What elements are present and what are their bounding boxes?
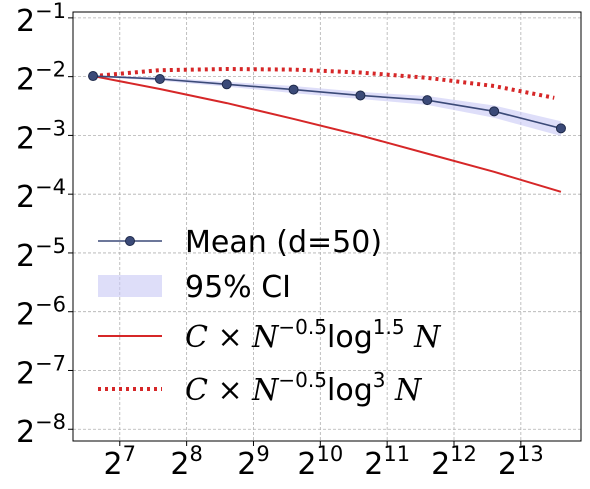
y-tick-label: 2−7 xyxy=(16,351,66,391)
x-tick-label: 28 xyxy=(170,442,202,482)
legend: Mean (d=50) 95% CI C × N−0.5log1.5 N C × N−… xyxy=(98,225,442,408)
plot-frame xyxy=(72,11,582,442)
legend-label-mean: Mean (d=50) xyxy=(185,225,382,260)
series-line-log3 xyxy=(92,67,555,100)
x-tick-label: 210 xyxy=(297,442,343,482)
legend-handle-ci xyxy=(98,275,162,297)
ci-band-area xyxy=(93,75,561,136)
x-tick-label: 212 xyxy=(431,442,477,482)
legend-label-log3: C × N−0.5log3 N xyxy=(185,368,423,408)
mean-point xyxy=(555,123,566,134)
series-line-mean xyxy=(93,75,562,130)
series-lines xyxy=(92,67,562,193)
mean-point xyxy=(489,106,500,117)
series-line-log1.5 xyxy=(92,75,562,193)
mean-point xyxy=(221,79,232,90)
legend-marker-mean xyxy=(125,236,135,246)
y-tick-label: 2−8 xyxy=(16,410,66,450)
y-tick-label: 2−4 xyxy=(16,175,66,215)
legend-label-log1.5: C × N−0.5log1.5 N xyxy=(185,315,442,355)
legend-label-ci: 95% CI xyxy=(185,270,291,305)
mean-point xyxy=(154,73,165,84)
y-tick-label: 2−2 xyxy=(16,58,66,98)
y-tick-label: 2−1 xyxy=(16,0,66,39)
y-tick-label: 2−3 xyxy=(16,116,66,156)
grid xyxy=(73,12,581,441)
x-tick-label: 29 xyxy=(237,442,269,482)
x-tick-label: 27 xyxy=(104,442,136,482)
mean-point xyxy=(88,71,99,82)
series-markers xyxy=(88,71,566,134)
y-tick-label: 2−6 xyxy=(16,293,66,333)
y-tick-label: 2−5 xyxy=(16,234,66,274)
x-tick-label: 211 xyxy=(364,442,410,482)
mean-point xyxy=(422,95,433,106)
y-axis: 2−1 2−2 2−3 2−4 2−5 2−6 2−7 2−8 xyxy=(16,0,73,450)
x-axis: 27 28 29 210 211 212 213 xyxy=(104,441,544,482)
mean-point xyxy=(288,84,299,95)
ci-band xyxy=(93,75,561,136)
mean-point xyxy=(355,90,366,101)
x-tick-label: 213 xyxy=(498,442,544,482)
